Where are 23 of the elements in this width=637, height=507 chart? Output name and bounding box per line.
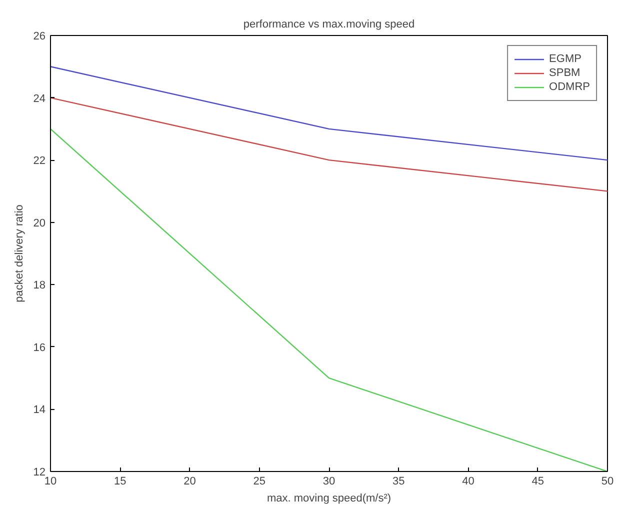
y-tick-label: 24 xyxy=(33,92,46,105)
x-tick-label: 40 xyxy=(462,476,474,488)
x-tick-label: 10 xyxy=(44,476,57,488)
x-tick-label: 45 xyxy=(532,476,544,488)
x-tick-label: 50 xyxy=(601,476,614,488)
y-tick-label: 14 xyxy=(33,404,46,416)
x-axis-title: max. moving speed(m/s²) xyxy=(266,492,392,504)
y-tick-label: 20 xyxy=(33,217,46,230)
y-tick-label: 18 xyxy=(33,280,46,292)
legend-label: SPBM xyxy=(549,66,580,80)
legend-label: ODMRP xyxy=(549,80,590,94)
x-tick-label: 30 xyxy=(322,476,336,488)
y-tick-label: 26 xyxy=(33,30,46,42)
y-tick-label: 16 xyxy=(33,342,46,354)
y-tick-label: 22 xyxy=(33,155,46,168)
y-axis-title: packet delivery ratio xyxy=(13,204,26,302)
x-tick-label: 20 xyxy=(184,476,196,488)
legend-label: EGMP xyxy=(549,52,582,66)
y-tick-label: 12 xyxy=(33,466,46,478)
x-tick-label: 35 xyxy=(392,476,405,488)
chart-title: performance vs max.moving speed xyxy=(243,18,415,30)
x-tick-label: 15 xyxy=(114,476,126,488)
x-tick-label: 25 xyxy=(253,476,266,488)
